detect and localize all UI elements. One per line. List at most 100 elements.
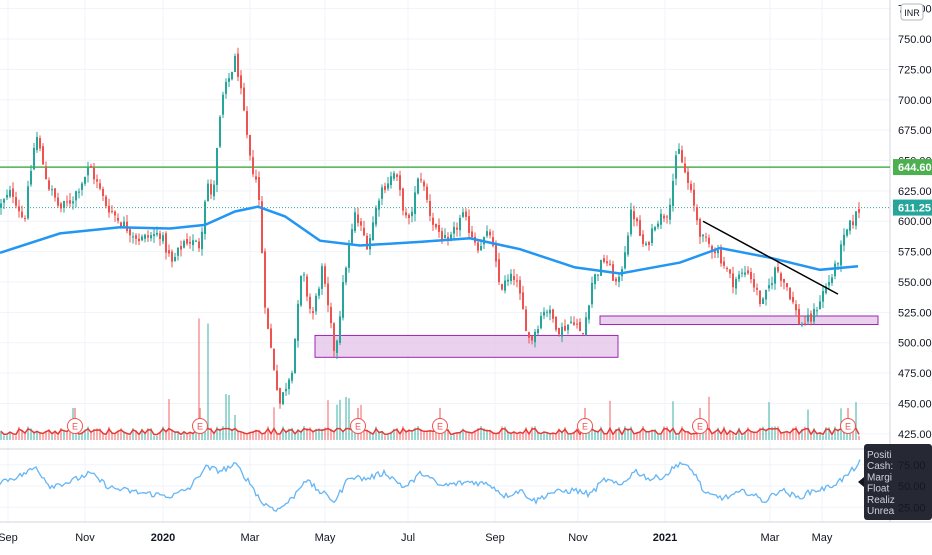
candle-body (648, 242, 650, 246)
earnings-marker (192, 418, 208, 434)
candle-body (204, 201, 206, 234)
volume-bar (75, 431, 77, 440)
candle-body (396, 174, 398, 177)
time-tick-label: Mar (241, 532, 260, 544)
candle-body (735, 279, 737, 289)
candle-body (846, 229, 848, 236)
candle-body (408, 214, 410, 219)
time-axis[interactable]: Sep Nov 2020 Mar May Jul Sep Nov 2021 Mar May (0, 532, 833, 544)
candle-body (30, 171, 32, 185)
position-tooltip (864, 444, 932, 520)
candle-body (525, 309, 527, 331)
volume-bar (810, 435, 812, 440)
moving-average (0, 205, 859, 275)
volume-bar (138, 435, 140, 440)
candle-body (555, 316, 557, 330)
earnings-label: E (697, 422, 703, 432)
volume-bar (549, 434, 551, 440)
volume-bar (456, 433, 458, 440)
candle-body (417, 178, 419, 194)
candle-body (732, 273, 734, 288)
volume-bar (219, 428, 221, 440)
volume-bar (534, 426, 536, 440)
volume-bar (297, 429, 299, 440)
horizontal-levels[interactable] (0, 166, 890, 209)
candle-body (360, 221, 362, 226)
volume-bar (528, 434, 530, 440)
candle-body (450, 234, 452, 240)
tooltip-line: Float (867, 484, 889, 495)
volume-bar (237, 430, 239, 440)
trendline[interactable] (702, 220, 839, 295)
price-axis[interactable]: 775.00750.00725.00700.00675.00650.00625.… (893, 3, 932, 441)
candle-body (792, 296, 794, 303)
candlesticks (0, 47, 860, 409)
candle-body (462, 212, 464, 217)
candle-body (585, 317, 587, 336)
candle-body (843, 234, 845, 246)
volume-bar (141, 428, 143, 440)
candle-body (180, 246, 182, 250)
price-tick-label: 550.00 (898, 277, 932, 289)
volume-bar (855, 402, 857, 440)
volume-bar (318, 428, 320, 440)
volume-bar (231, 428, 233, 440)
volume-bar (636, 433, 638, 440)
candle-body (705, 236, 707, 238)
volume-bar (198, 318, 200, 440)
volume-bar (225, 394, 227, 440)
candle-body (543, 311, 545, 316)
volume-bar (189, 432, 191, 440)
volume-bar (327, 400, 329, 440)
candle-body (201, 231, 203, 250)
candle-body (381, 187, 383, 199)
candle-body (594, 274, 596, 285)
candle-body (279, 388, 281, 404)
volume-bar (156, 435, 158, 440)
candle-body (216, 148, 218, 185)
candle-body (834, 263, 836, 277)
volume-bar (858, 435, 860, 440)
candle-body (273, 348, 275, 370)
volume-bar (825, 427, 827, 440)
volume-bar (330, 428, 332, 440)
candle-body (183, 241, 185, 248)
candle-body (132, 236, 134, 238)
volume-bar (486, 429, 488, 440)
candle-body (573, 322, 575, 325)
volume-bar (372, 435, 374, 440)
volume-bar (42, 434, 44, 440)
candle-body (225, 81, 227, 94)
candle-body (219, 116, 221, 147)
earnings-label: E (845, 422, 851, 432)
candle-body (162, 235, 164, 242)
volume-bar (195, 429, 197, 440)
candle-body (849, 220, 851, 231)
volume-bar (612, 435, 614, 440)
candle-body (684, 163, 686, 173)
candle-body (591, 282, 593, 305)
support-zones[interactable] (314, 315, 879, 358)
candle-body (615, 278, 617, 282)
candle-body (423, 181, 425, 187)
candle-body (324, 266, 326, 284)
candle-body (582, 332, 584, 335)
volume-bar (633, 434, 635, 440)
volume-bar (129, 435, 131, 440)
tooltip-line: Realiz (867, 495, 895, 506)
candle-body (249, 134, 251, 156)
volume-bar (396, 427, 398, 440)
volume-bar (654, 429, 656, 440)
candle-body (645, 243, 647, 245)
volume-bar (315, 428, 317, 440)
volume-bar (222, 426, 224, 440)
volume-bar (240, 431, 242, 440)
support-zone (314, 334, 619, 358)
volume-bar (3, 435, 5, 440)
candle-body (75, 191, 77, 201)
volume-bar (603, 434, 605, 440)
